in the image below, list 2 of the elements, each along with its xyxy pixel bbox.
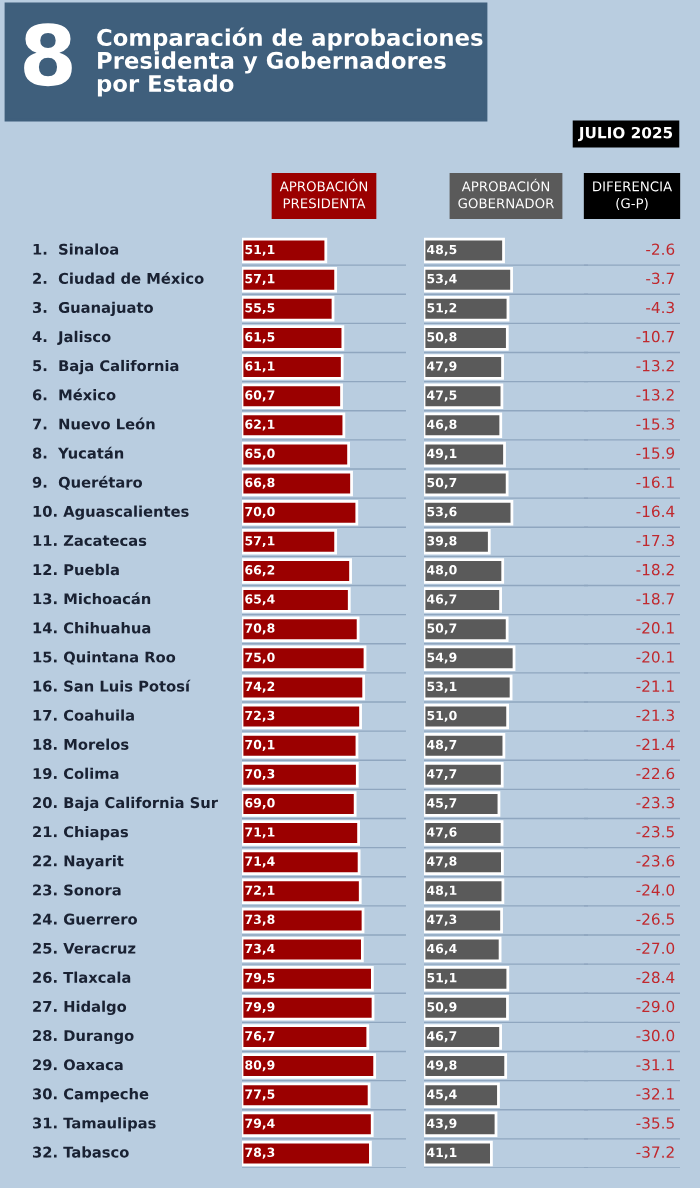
text: 8 <box>24 23 72 87</box>
chart-title: Comparación de aprobaciones Presidenta y Gobernadores por Estado <box>97 27 483 97</box>
